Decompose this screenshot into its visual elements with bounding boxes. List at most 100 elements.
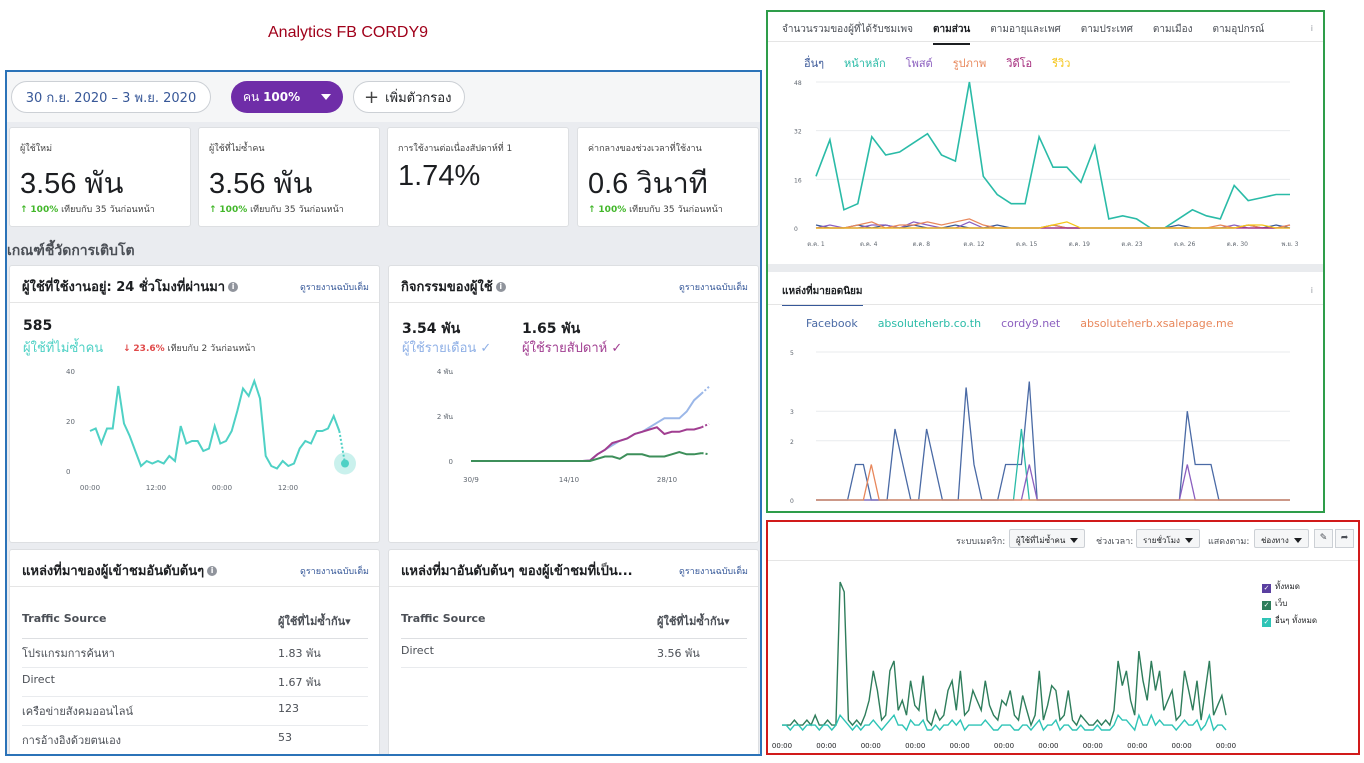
- row-users: 1.83 พัน: [278, 647, 321, 660]
- plus-icon: +: [364, 86, 380, 108]
- info-icon[interactable]: i: [495, 282, 506, 292]
- full-report-link[interactable]: ดูรายงานฉบับเต็ม: [678, 567, 748, 577]
- top-sources-new-card: แหล่งที่มาอันดับต้นๆ ของผู้เข้าชมที่เป็น…: [388, 549, 759, 754]
- row-source: การอ้างอิงด้วยตนเอง: [22, 734, 122, 747]
- legend-item[interactable]: หน้าหลัก: [844, 57, 886, 70]
- kpi-card-retention[interactable]: การใช้งานต่อเนื่องสัปดาห์ที่ 1 1.74%: [387, 127, 569, 227]
- table-header: Traffic Source ผู้ใช้ที่ไม่ซ้ำกัน▾: [22, 612, 368, 639]
- kpi-change: 100%: [30, 205, 59, 215]
- col-users-header[interactable]: ผู้ใช้ที่ไม่ซ้ำกัน▾: [278, 615, 351, 628]
- tab-top-referrers[interactable]: แหล่งที่มายอดนิยม: [782, 284, 863, 306]
- y-tick-label: 0: [66, 468, 70, 476]
- share-icon[interactable]: ➦: [1335, 529, 1354, 548]
- legend-item[interactable]: วิดีโอ: [1006, 57, 1033, 70]
- x-tick-label: 00:00: [212, 484, 232, 492]
- period-dropdown-value: รายชั่วโมง: [1143, 536, 1180, 545]
- date-range-picker[interactable]: 30 ก.ย. 2020 – 3 พ.ย. 2020: [11, 81, 211, 113]
- x-tick-label: ต.ค. 15: [1016, 511, 1037, 513]
- col-users-header[interactable]: ผู้ใช้ที่ไม่ซ้ำกัน▾: [657, 615, 730, 628]
- realtime-chart: 00:00 00:00 00:00 00:00 00:00 00:00 00:00 00:00…: [772, 581, 1236, 750]
- realtime-series-1: [782, 713, 1227, 732]
- info-icon[interactable]: i: [1310, 286, 1313, 295]
- metric-dropdown[interactable]: ผู้ใช้ที่ไม่ซ้ำคน: [1009, 529, 1086, 548]
- col-users-text: ผู้ใช้ที่ไม่ซ้ำกัน: [657, 615, 725, 628]
- activity-series-projection-0: [700, 386, 710, 395]
- full-report-link[interactable]: ดูรายงานฉบับเต็ม: [299, 567, 369, 577]
- kpi-card-unique-users[interactable]: ผู้ใช้ที่ไม่ซ้ำคน 3.56 พัน ↑ 100% เทียบก…: [198, 127, 380, 227]
- legend-item[interactable]: ✓ ทั้งหมด: [1262, 580, 1317, 593]
- checkbox-icon[interactable]: ✓: [1262, 618, 1271, 627]
- kpi-compare-text: เทียบกับ 35 วันก่อนหน้า: [250, 205, 344, 215]
- pin-icon[interactable]: ✎: [1314, 529, 1333, 548]
- analytics-dashboard-panel: 30 ก.ย. 2020 – 3 พ.ย. 2020 คน 100% + เพิ…: [5, 70, 762, 756]
- active-users-metric-label: ผู้ใช้ที่ไม่ซ้ำคน: [23, 341, 104, 356]
- legend-item[interactable]: รูปภาพ: [952, 57, 987, 70]
- tab-0[interactable]: จำนวนรวมของผู้ที่ได้รับชมเพจ: [782, 24, 914, 35]
- card-title-text: กิจกรรมของผู้ใช้: [401, 280, 493, 295]
- x-tick-label: 00:00: [1038, 742, 1058, 750]
- x-tick-label: 12:00: [146, 484, 166, 492]
- kpi-change: 100%: [598, 205, 627, 215]
- y-tick-label: 48: [794, 80, 802, 87]
- legend-item[interactable]: Facebook: [806, 317, 858, 330]
- x-tick-label: 12:00: [278, 484, 298, 492]
- row-users: 123: [278, 702, 299, 715]
- col-users-text: ผู้ใช้ที่ไม่ซ้ำกัน: [278, 615, 346, 628]
- referrers-legend: Facebook absoluteherb.co.th cordy9.net abso…: [806, 317, 1254, 330]
- x-tick-label: 00:00: [994, 742, 1014, 750]
- x-tick-label: ต.ค. 26: [1174, 241, 1195, 248]
- y-tick-label: 0: [794, 226, 798, 233]
- x-tick-label: ต.ค. 4: [860, 511, 878, 513]
- full-report-link[interactable]: ดูรายงานฉบับเต็ม: [678, 283, 748, 293]
- checkbox-icon[interactable]: ✓: [1262, 584, 1271, 593]
- activity-series-line-2: [471, 450, 702, 462]
- x-tick-label: 00:00: [80, 484, 100, 492]
- tab-4[interactable]: ตามเมือง: [1152, 24, 1193, 35]
- kpi-card-new-users[interactable]: ผู้ใช้ใหม่ 3.56 พัน ↑ 100% เทียบกับ 35 ว…: [9, 127, 191, 227]
- people-filter-dropdown[interactable]: คน 100%: [231, 81, 343, 113]
- kpi-card-median-session[interactable]: ค่ากลางของช่วงเวลาที่ใช้งาน 0.6 วินาที ↑…: [577, 127, 759, 227]
- info-icon[interactable]: i: [207, 566, 218, 576]
- y-tick-label: 0: [449, 458, 453, 466]
- legend-item[interactable]: absoluteherb.xsalepage.me: [1080, 317, 1234, 330]
- legend-item[interactable]: cordy9.net: [1001, 317, 1061, 330]
- full-report-link[interactable]: ดูรายงานฉบับเต็ม: [299, 283, 369, 293]
- show-dropdown[interactable]: ช่องทาง: [1254, 529, 1309, 548]
- tab-3[interactable]: ตามประเทศ: [1080, 24, 1133, 35]
- tab-1[interactable]: ตามส่วน: [933, 22, 971, 45]
- x-tick-label: ต.ค. 30: [1227, 511, 1248, 513]
- checkbox-icon[interactable]: ✓: [1262, 601, 1271, 610]
- legend-item[interactable]: โพสต์: [905, 57, 933, 70]
- current-point[interactable]: [341, 459, 349, 468]
- page-views-series-3: [816, 218, 1291, 229]
- legend-item[interactable]: อื่นๆ: [804, 57, 825, 70]
- table-row: ผู้อ้างอิง32: [22, 755, 368, 756]
- info-icon[interactable]: i: [228, 282, 239, 292]
- legend-item[interactable]: absoluteherb.co.th: [877, 317, 982, 330]
- legend-item[interactable]: ✓ เว็บ: [1262, 597, 1317, 610]
- kpi-value: 3.56 พัน: [20, 168, 124, 200]
- add-filter-button[interactable]: + เพิ่มตัวกรอง: [353, 81, 465, 113]
- active-users-compare-text: เทียบกับ 2 วันก่อนหน้า: [167, 344, 256, 354]
- legend-item[interactable]: รีวิว: [1052, 57, 1071, 70]
- period-dropdown[interactable]: รายชั่วโมง: [1136, 529, 1200, 548]
- realtime-panel: ระบบเมตริก: ผู้ใช้ที่ไม่ซ้ำคน ช่วงเวลา: …: [766, 520, 1360, 755]
- activity-series-projection-2: [701, 452, 710, 456]
- weekly-users-label: ผู้ใช้รายสัปดาห์ ✓: [522, 337, 622, 358]
- info-icon[interactable]: i: [1310, 24, 1313, 33]
- chevron-down-icon: [1293, 538, 1302, 543]
- table-header: Traffic Source ผู้ใช้ที่ไม่ซ้ำกัน▾: [401, 612, 747, 639]
- active-users-card: ผู้ใช้ที่ใช้งานอยู่: 24 ชั่วโมงที่ผ่านมา…: [9, 265, 380, 543]
- x-tick-label: พ.ย. 3: [1281, 241, 1298, 248]
- table-row: Direct 3.56 พัน: [401, 639, 747, 668]
- kpi-compare: ↑ 100% เทียบกับ 35 วันก่อนหน้า: [588, 202, 723, 216]
- row-users: 1.67 พัน: [278, 676, 321, 689]
- legend-item[interactable]: ✓ อื่นๆ ทั้งหมด: [1262, 614, 1317, 627]
- kpi-change: 100%: [219, 205, 248, 215]
- tab-5[interactable]: ตามอุปกรณ์: [1212, 24, 1265, 35]
- top-sources-new-table: Traffic Source ผู้ใช้ที่ไม่ซ้ำกัน▾ Direct…: [401, 612, 747, 668]
- tab-2[interactable]: ตามอายุและเพศ: [990, 24, 1061, 35]
- period-label: ช่วงเวลา:: [1096, 537, 1134, 547]
- page-views-panel: จำนวนรวมของผู้ที่ได้รับชมเพจ ตามส่วน ตามอา…: [766, 10, 1325, 513]
- divider: [10, 302, 379, 303]
